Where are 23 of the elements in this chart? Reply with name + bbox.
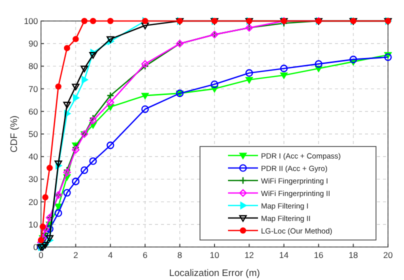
x-tick-label: 4 [108, 250, 114, 260]
x-axis-title: Localization Error (m) [169, 268, 260, 279]
y-tick-label: 90 [28, 38, 38, 49]
y-tick-label: 10 [28, 219, 38, 230]
x-tick-label: 16 [314, 250, 324, 260]
x-tick-label: 14 [279, 250, 289, 260]
y-tick-label: 0 [33, 242, 38, 252]
y-axis-title: CDF (%) [9, 116, 20, 152]
x-tick-label: 2 [73, 250, 78, 260]
x-tick-label: 18 [348, 250, 358, 260]
y-tick-label: 100 [24, 16, 38, 26]
x-tick-label: 12 [244, 250, 254, 260]
x-tick-label: 8 [177, 250, 182, 260]
y-tick-label: 20 [28, 196, 38, 207]
x-tick-label: 10 [210, 250, 220, 260]
x-tick-label: 20 [383, 250, 393, 260]
y-tick-label: 30 [28, 174, 38, 184]
y-tick-label: 50 [28, 129, 38, 139]
x-tick-label: 6 [142, 250, 148, 260]
y-tick-label: 80 [28, 61, 38, 72]
y-tick-label: 70 [28, 84, 38, 94]
y-tick-label: 60 [28, 106, 38, 116]
y-tick-label: 40 [28, 152, 38, 162]
